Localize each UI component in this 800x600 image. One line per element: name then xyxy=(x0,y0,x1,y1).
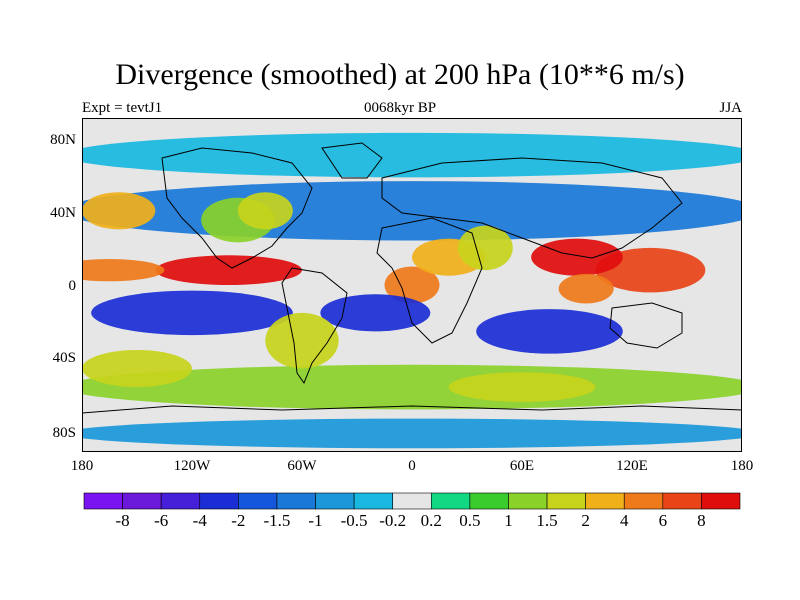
lon-label-180w: 180 xyxy=(70,458,94,474)
colorbar-swatch xyxy=(160,492,201,510)
colorbar-label: 0.2 xyxy=(420,511,442,530)
field-southern-america-divergence xyxy=(265,312,339,369)
colorbar-swatch xyxy=(585,492,625,510)
field-southern-midlatitude-divergence xyxy=(82,364,742,410)
field-west-africa-divergence xyxy=(384,266,440,304)
experiment-label: Expt = tevtJ1 xyxy=(82,100,163,116)
field-south-pacific-midlat xyxy=(82,349,192,388)
colorbar-label: 1.5 xyxy=(536,511,558,530)
colorbar-label: -0.2 xyxy=(379,511,407,530)
plot-title: Divergence (smoothed) at 200 hPa (10**6 … xyxy=(115,58,685,91)
colorbar-swatch xyxy=(392,492,432,510)
field-indian-midlat xyxy=(448,372,596,402)
lon-label-60w: 60W xyxy=(287,458,317,474)
lat-label-80n: 80N xyxy=(50,132,76,148)
divergence-map xyxy=(82,118,742,452)
field-northern-polar-convergence xyxy=(82,132,742,178)
field-east-pacific-itcz xyxy=(155,255,302,285)
coastline-outline xyxy=(82,142,742,414)
map-frame xyxy=(82,118,742,452)
colorbar-swatch xyxy=(701,492,741,510)
colorbar-label: -2 xyxy=(231,511,246,530)
greenland-coast xyxy=(321,142,383,179)
eurasia-coast xyxy=(381,157,683,259)
colorbar-label: -6 xyxy=(154,511,169,530)
time-label: 0068kyr BP xyxy=(363,100,437,116)
field-central-pacific-itcz xyxy=(82,259,165,282)
colorbar-swatch xyxy=(546,492,586,510)
colorbar-swatch xyxy=(276,492,316,510)
colorbar-swatch xyxy=(199,492,239,510)
africa-coast xyxy=(376,217,483,344)
field-arabian-divergence xyxy=(457,225,513,271)
south-america-coast xyxy=(281,267,348,385)
field-north-pacific-divergence xyxy=(82,192,156,230)
lon-label-120e: 120E xyxy=(616,458,648,474)
lon-label-0: 0 xyxy=(408,458,416,474)
season-label: JJA xyxy=(719,100,742,116)
lon-label-180e: 180 xyxy=(730,458,754,474)
lat-label-40n: 40N xyxy=(50,205,76,221)
colorbar-label: -4 xyxy=(192,511,207,530)
colorbar-label: 8 xyxy=(697,511,706,530)
field-polar-convergence-south xyxy=(82,418,742,449)
lat-label-0: 0 xyxy=(68,278,77,294)
field-south-indian-convergence xyxy=(476,309,623,354)
colorbar-label: -1.5 xyxy=(263,511,291,530)
lon-label-120w: 120W xyxy=(173,458,211,474)
colorbar-label: 1 xyxy=(504,511,513,530)
australia-coast xyxy=(609,302,683,349)
field-west-pacific-divergence xyxy=(595,247,706,293)
antarctica-coast xyxy=(82,405,742,414)
colorbar-label: 4 xyxy=(619,511,629,530)
colorbar-label: 2 xyxy=(581,511,590,530)
lon-label-60e: 60E xyxy=(509,458,535,474)
colorbar-label: 6 xyxy=(658,511,668,530)
colorbar-swatch xyxy=(238,492,278,510)
colorbar-label: -8 xyxy=(115,511,130,530)
colorbar-swatch xyxy=(469,492,509,510)
colorbar-swatch xyxy=(315,492,355,510)
divergence-field xyxy=(82,132,742,449)
field-south-pacific-convergence xyxy=(91,290,293,336)
north-america-coast xyxy=(161,147,313,269)
colorbar-swatch xyxy=(353,492,394,510)
colorbar-label: -1 xyxy=(308,511,323,530)
colorbar-swatch xyxy=(83,492,123,510)
colorbar-swatch xyxy=(430,492,471,510)
lat-label-80s: 80S xyxy=(52,425,76,441)
field-bay-of-bengal-divergence xyxy=(531,238,623,276)
colorbar-swatch xyxy=(122,492,162,510)
field-south-atlantic-convergence xyxy=(320,294,431,332)
colorbar-swatch xyxy=(623,492,664,510)
colorbar-label: 0.5 xyxy=(459,511,481,530)
colorbar-swatch xyxy=(508,492,548,510)
colorbar-swatch xyxy=(662,492,702,510)
field-southeast-asia-divergence xyxy=(558,273,614,304)
field-north-atlantic-divergence xyxy=(237,192,293,230)
lat-label-40s: 40S xyxy=(52,350,76,366)
colorbar-label: -0.5 xyxy=(340,511,368,530)
